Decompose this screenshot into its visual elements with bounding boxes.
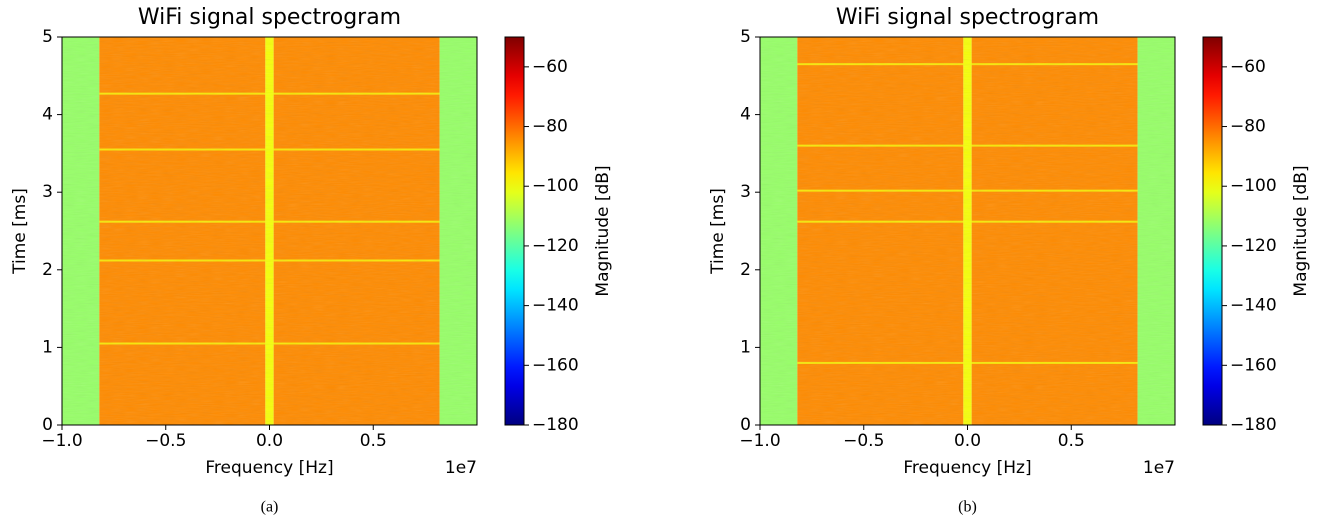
colorbar-tick-label: −140 bbox=[1230, 296, 1277, 316]
heatmap-cell bbox=[439, 37, 477, 425]
heatmap-cell bbox=[265, 37, 274, 425]
x-tick-label: 0.0 bbox=[954, 431, 981, 451]
heatmap-cell bbox=[62, 37, 100, 425]
chart: WiFi signal spectrogram −1.0 −0.5 0.0 0.5 0 1 2… bbox=[708, 5, 1311, 516]
heatmap-cell bbox=[273, 37, 440, 425]
colorbar-tick-label: −160 bbox=[532, 355, 579, 375]
time-streak bbox=[797, 189, 1138, 192]
y-tick-label: 5 bbox=[42, 27, 53, 47]
x-tick-label: 0.5 bbox=[1058, 431, 1085, 451]
colorbar-tick-label: −120 bbox=[1230, 236, 1277, 256]
heatmap-cell bbox=[99, 37, 266, 425]
x-axis-label: Frequency [Hz] bbox=[903, 458, 1031, 478]
colorbar-tick-label: −140 bbox=[532, 296, 579, 316]
colorbar-tick-label: −120 bbox=[532, 236, 579, 256]
caption: (b) bbox=[958, 499, 977, 516]
y-tick-label: 3 bbox=[42, 182, 53, 202]
colorbar bbox=[1202, 36, 1223, 426]
y-tick-label: 4 bbox=[42, 105, 53, 125]
time-streak bbox=[99, 92, 440, 95]
chart-title: WiFi signal spectrogram bbox=[836, 5, 1099, 30]
x-offset-label: 1e7 bbox=[1143, 458, 1175, 478]
y-tick-label: 5 bbox=[740, 27, 751, 47]
time-streak bbox=[797, 144, 1138, 147]
colorbar-label: Magnitude [dB] bbox=[593, 165, 613, 296]
colorbar-tick-label: −180 bbox=[532, 415, 579, 435]
y-tick-label: 4 bbox=[740, 105, 751, 125]
colorbar-tick-label: −180 bbox=[1230, 415, 1277, 435]
time-streak bbox=[797, 220, 1138, 223]
y-axis-label: Time [ms] bbox=[10, 188, 30, 275]
heatmap-cell bbox=[963, 37, 972, 425]
x-tick-label: 0.0 bbox=[256, 431, 283, 451]
colorbar-label: Magnitude [dB] bbox=[1291, 165, 1311, 296]
y-axis-label: Time [ms] bbox=[708, 188, 728, 275]
x-tick-label: −0.5 bbox=[145, 431, 186, 451]
time-streak bbox=[797, 63, 1138, 66]
colorbar-tick-label: −80 bbox=[1230, 117, 1266, 137]
chart-title: WiFi signal spectrogram bbox=[138, 5, 401, 30]
y-tick-label: 2 bbox=[740, 260, 751, 280]
y-tick-label: 0 bbox=[42, 415, 53, 435]
colorbar-tick-label: −100 bbox=[1230, 176, 1277, 196]
heatmap-cell bbox=[971, 37, 1138, 425]
heatmap-cell bbox=[760, 37, 798, 425]
colorbar-tick-label: −60 bbox=[1230, 57, 1266, 77]
heatmap-cell bbox=[1137, 37, 1175, 425]
x-offset-label: 1e7 bbox=[445, 458, 477, 478]
colorbar-tick-label: −80 bbox=[532, 117, 568, 137]
x-tick-label: 0.5 bbox=[360, 431, 387, 451]
time-streak bbox=[797, 361, 1138, 364]
y-tick-label: 3 bbox=[740, 182, 751, 202]
x-axis-label: Frequency [Hz] bbox=[205, 458, 333, 478]
x-tick-label: −1.0 bbox=[41, 431, 82, 451]
heatmap-cell bbox=[797, 37, 964, 425]
time-streak bbox=[99, 220, 440, 223]
y-tick-label: 2 bbox=[42, 260, 53, 280]
colorbar-tick-label: −60 bbox=[532, 57, 568, 77]
y-tick-label: 0 bbox=[740, 415, 751, 435]
chart: WiFi signal spectrogram −1.0 −0.5 0.0 0.5 0 1 2… bbox=[10, 5, 613, 516]
colorbar-tick-label: −160 bbox=[1230, 355, 1277, 375]
colorbar bbox=[504, 36, 525, 426]
colorbar-tick-label: −100 bbox=[532, 176, 579, 196]
y-tick-label: 1 bbox=[740, 337, 751, 357]
time-streak bbox=[99, 259, 440, 262]
time-streak bbox=[99, 342, 440, 345]
x-tick-label: −1.0 bbox=[739, 431, 780, 451]
y-tick-label: 1 bbox=[42, 337, 53, 357]
x-tick-label: −0.5 bbox=[843, 431, 884, 451]
time-streak bbox=[99, 148, 440, 151]
caption: (a) bbox=[261, 499, 279, 516]
